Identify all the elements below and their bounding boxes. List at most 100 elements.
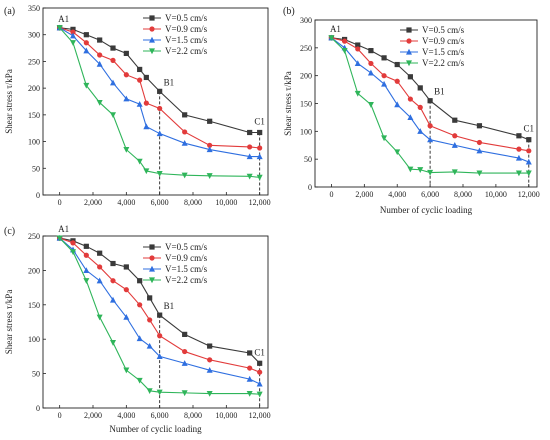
- data-point: [515, 170, 522, 177]
- data-point: [96, 60, 103, 67]
- data-point: [70, 29, 76, 35]
- data-point: [476, 170, 483, 177]
- legend: V=0.5 cm/sV=0.9 cm/sV=1.5 cm/sV=2.2 cm/s: [143, 13, 208, 56]
- data-point: [417, 85, 423, 91]
- x-tick-label: 0: [329, 190, 333, 199]
- y-axis-label: Shear stress τ/kPa: [4, 69, 14, 134]
- data-point: [247, 129, 253, 136]
- y-tick-label: 250: [300, 44, 312, 53]
- data-point: [206, 366, 213, 373]
- y-tick-label: 100: [300, 127, 312, 136]
- data-point: [417, 104, 423, 110]
- x-tick-label: 12,000: [249, 198, 271, 207]
- x-tick-label: 0: [58, 198, 62, 207]
- legend-marker: [149, 26, 155, 32]
- y-tick-label: 0: [36, 191, 40, 200]
- data-point: [526, 137, 532, 143]
- data-point: [110, 296, 116, 303]
- data-point: [207, 357, 213, 363]
- y-tick-label: 250: [28, 232, 40, 241]
- data-point: [355, 42, 361, 48]
- data-point: [97, 250, 103, 256]
- data-point: [96, 277, 103, 284]
- legend-label: V=2.2 cm/s: [165, 46, 208, 56]
- y-tick-label: 0: [36, 404, 40, 413]
- data-point: [110, 57, 116, 63]
- data-point: [407, 114, 414, 121]
- data-point: [123, 146, 130, 153]
- legend-label: V=1.5 cm/s: [165, 264, 208, 274]
- data-point: [451, 142, 458, 148]
- data-point: [341, 48, 348, 54]
- data-point: [407, 166, 414, 173]
- data-point: [451, 169, 458, 176]
- data-point: [206, 146, 213, 153]
- y-tick-label: 200: [300, 72, 312, 81]
- data-point: [83, 278, 90, 284]
- data-point: [182, 129, 188, 135]
- data-point: [354, 90, 361, 97]
- data-point: [83, 252, 89, 258]
- data-point: [146, 388, 153, 394]
- y-tick-label: 100: [28, 335, 40, 344]
- data-point: [156, 389, 163, 396]
- y-tick-label: 200: [28, 266, 40, 275]
- data-point: [368, 60, 374, 67]
- data-point: [157, 105, 163, 112]
- legend-marker: [149, 244, 155, 250]
- y-axis-label: Shear stress τ/kPa: [283, 71, 293, 136]
- legend-label: V=0.5 cm/s: [165, 242, 208, 252]
- series-1: [57, 235, 263, 375]
- legend-label: V=2.2 cm/s: [422, 58, 465, 68]
- data-point: [181, 139, 188, 146]
- data-point: [407, 74, 413, 80]
- plot-frame: [42, 7, 269, 196]
- data-point: [56, 235, 63, 242]
- y-tick-label: 150: [28, 111, 40, 120]
- x-tick-label: 10,000: [215, 198, 237, 207]
- x-tick-label: 8,000: [184, 198, 202, 207]
- data-point: [207, 118, 213, 124]
- x-tick-label: 4,000: [117, 411, 135, 420]
- legend-marker: [406, 27, 412, 33]
- data-point: [246, 153, 253, 160]
- x-tick-label: 8,000: [184, 411, 202, 420]
- chart-panel-0: (a) 0 2,000 4,000 6,000 8,000 10,000 12,000 0 50 1…: [4, 4, 271, 207]
- legend-marker: [149, 255, 155, 261]
- data-point: [367, 69, 374, 76]
- legend-label: V=1.5 cm/s: [165, 35, 208, 45]
- legend: V=0.5 cm/sV=0.9 cm/sV=1.5 cm/sV=2.2 cm/s: [143, 242, 208, 285]
- data-point: [157, 88, 163, 94]
- data-point: [110, 45, 116, 51]
- data-point: [257, 129, 263, 136]
- data-point: [247, 365, 253, 371]
- panel-label: (b): [283, 6, 295, 17]
- data-point: [256, 174, 263, 181]
- data-point: [342, 38, 348, 44]
- data-point: [427, 169, 434, 176]
- y-tick-label: 250: [28, 57, 40, 66]
- data-point: [182, 112, 188, 118]
- data-point: [394, 61, 400, 68]
- data-point: [427, 136, 434, 143]
- legend-marker: [406, 60, 412, 67]
- legend-label: V=0.5 cm/s: [165, 13, 208, 23]
- annotation-label: B1: [164, 77, 175, 87]
- data-point: [247, 144, 253, 150]
- legend-marker: [149, 265, 155, 272]
- data-point: [123, 313, 130, 320]
- data-point: [123, 287, 129, 293]
- legend-marker: [149, 36, 155, 43]
- legend-marker: [406, 48, 412, 55]
- data-point: [257, 369, 263, 375]
- data-point: [381, 73, 387, 79]
- data-point: [136, 158, 143, 165]
- x-tick-label: 4,000: [117, 198, 135, 207]
- data-point: [143, 74, 149, 81]
- annotation-label: C1: [254, 116, 265, 126]
- data-point: [83, 32, 89, 38]
- data-point: [110, 278, 116, 284]
- data-point: [206, 390, 213, 397]
- y-tick-label: 150: [300, 100, 312, 109]
